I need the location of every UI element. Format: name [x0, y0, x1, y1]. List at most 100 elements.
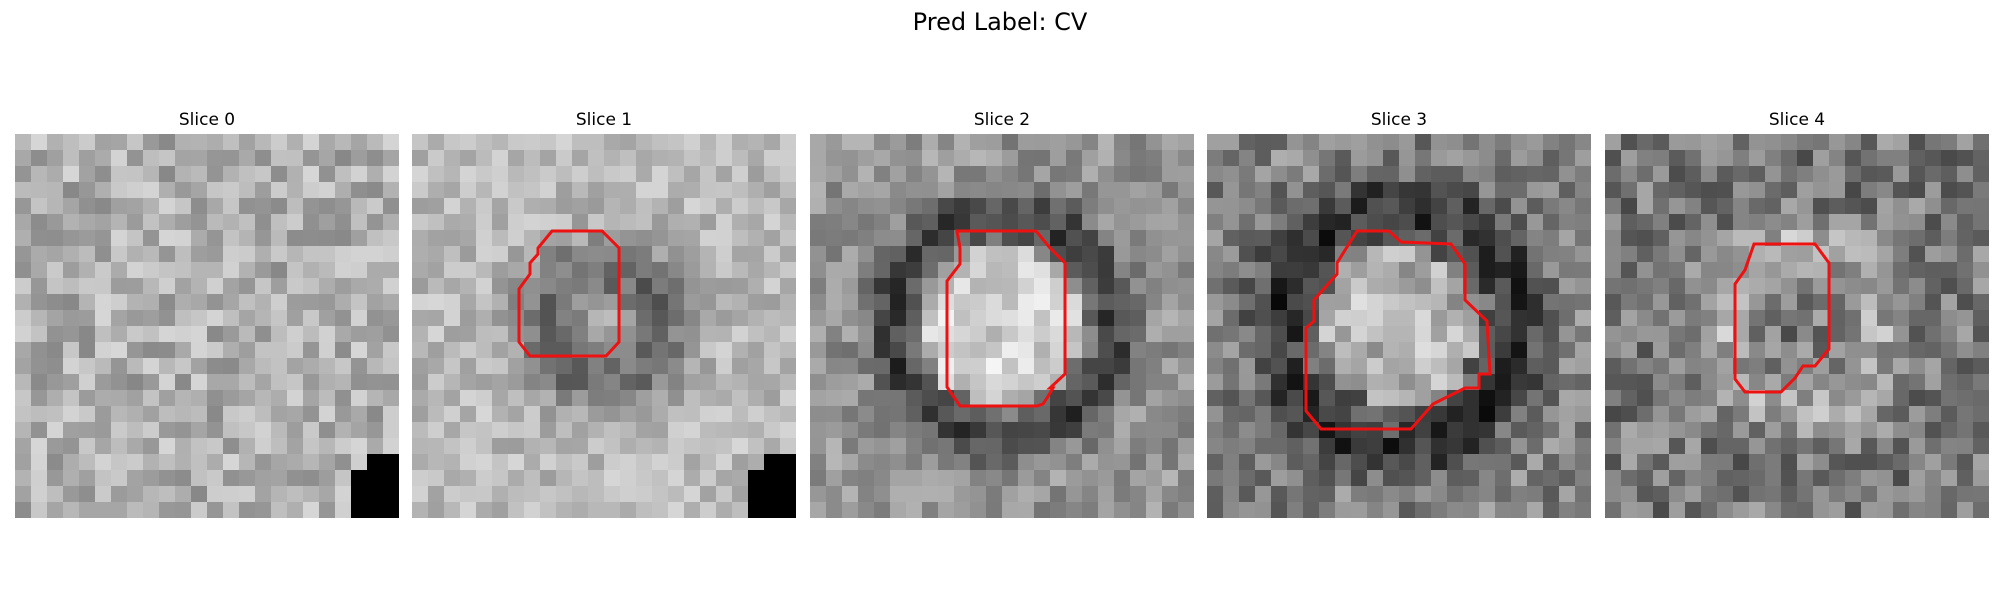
- image-pixel: [460, 406, 477, 423]
- image-pixel: [922, 470, 939, 487]
- image-pixel: [700, 182, 717, 199]
- image-pixel: [1255, 246, 1272, 263]
- image-pixel: [1621, 406, 1638, 423]
- image-pixel: [890, 214, 907, 231]
- image-pixel: [604, 230, 621, 247]
- image-pixel: [1797, 150, 1814, 167]
- image-pixel: [1877, 182, 1894, 199]
- image-pixel: [1287, 502, 1304, 518]
- image-pixel: [780, 454, 796, 471]
- image-pixel: [1637, 422, 1654, 439]
- image-pixel: [1207, 310, 1224, 327]
- image-pixel: [1239, 358, 1256, 375]
- image-pixel: [1383, 454, 1400, 471]
- image-pixel: [874, 486, 891, 503]
- image-pixel: [367, 422, 384, 439]
- image-pixel: [1050, 278, 1067, 295]
- image-pixel: [1575, 230, 1591, 247]
- image-pixel: [1717, 230, 1734, 247]
- image-pixel: [1239, 486, 1256, 503]
- image-pixel: [1733, 310, 1750, 327]
- image-pixel: [764, 358, 781, 375]
- image-pixel: [79, 454, 96, 471]
- image-pixel: [303, 358, 320, 375]
- image-pixel: [1749, 262, 1766, 279]
- image-pixel: [1877, 278, 1894, 295]
- image-pixel: [620, 342, 637, 359]
- image-pixel: [1621, 342, 1638, 359]
- image-pixel: [1861, 470, 1878, 487]
- image-pixel: [1733, 166, 1750, 183]
- image-pixel: [890, 422, 907, 439]
- image-pixel: [1957, 470, 1974, 487]
- image-pixel: [191, 438, 208, 455]
- image-pixel: [1893, 166, 1910, 183]
- image-pixel: [1050, 326, 1067, 343]
- image-pixel: [1733, 198, 1750, 215]
- image-pixel: [890, 470, 907, 487]
- image-pixel: [303, 342, 320, 359]
- image-pixel: [255, 406, 272, 423]
- image-pixel: [492, 406, 509, 423]
- image-pixel: [874, 150, 891, 167]
- image-pixel: [922, 294, 939, 311]
- image-pixel: [1207, 230, 1224, 247]
- image-pixel: [207, 294, 224, 311]
- image-pixel: [1066, 374, 1083, 391]
- image-pixel: [1717, 182, 1734, 199]
- image-pixel: [1367, 486, 1384, 503]
- image-pixel: [636, 454, 653, 471]
- image-pixel: [954, 358, 971, 375]
- image-pixel: [620, 358, 637, 375]
- image-pixel: [1605, 454, 1622, 471]
- image-pixel: [986, 294, 1003, 311]
- image-pixel: [732, 438, 749, 455]
- image-pixel: [1941, 214, 1958, 231]
- image-pixel: [476, 310, 493, 327]
- image-pixel: [412, 406, 429, 423]
- image-pixel: [1399, 278, 1416, 295]
- image-pixel: [476, 470, 493, 487]
- image-pixel: [874, 246, 891, 263]
- image-pixel: [1399, 406, 1416, 423]
- image-pixel: [460, 134, 477, 151]
- image-pixel: [159, 310, 176, 327]
- image-pixel: [1909, 422, 1926, 439]
- image-pixel: [1893, 342, 1910, 359]
- image-pixel: [810, 390, 827, 407]
- image-pixel: [1415, 294, 1432, 311]
- image-pixel: [842, 214, 859, 231]
- image-pixel: [1653, 278, 1670, 295]
- image-pixel: [1002, 486, 1019, 503]
- image-pixel: [287, 422, 304, 439]
- image-pixel: [716, 470, 733, 487]
- image-pixel: [303, 230, 320, 247]
- image-pixel: [1351, 502, 1368, 518]
- image-pixel: [1018, 342, 1035, 359]
- image-pixel: [1319, 326, 1336, 343]
- image-pixel: [1018, 502, 1035, 518]
- image-pixel: [1255, 358, 1272, 375]
- image-pixel: [460, 166, 477, 183]
- image-pixel: [1797, 502, 1814, 518]
- image-pixel: [1495, 326, 1512, 343]
- image-pixel: [1255, 390, 1272, 407]
- image-pixel: [127, 198, 144, 215]
- image-pixel: [335, 342, 352, 359]
- image-pixel: [223, 454, 240, 471]
- image-pixel: [732, 134, 749, 151]
- image-pixel: [1002, 294, 1019, 311]
- image-pixel: [1637, 326, 1654, 343]
- image-pixel: [287, 406, 304, 423]
- image-pixel: [780, 438, 796, 455]
- image-pixel: [780, 502, 796, 518]
- image-pixel: [1319, 374, 1336, 391]
- image-pixel: [271, 438, 288, 455]
- image-pixel: [1559, 230, 1576, 247]
- image-pixel: [1034, 390, 1051, 407]
- image-pixel: [175, 310, 192, 327]
- image-pixel: [1861, 438, 1878, 455]
- image-pixel: [1255, 230, 1272, 247]
- image-pixel: [1383, 150, 1400, 167]
- image-pixel: [1765, 470, 1782, 487]
